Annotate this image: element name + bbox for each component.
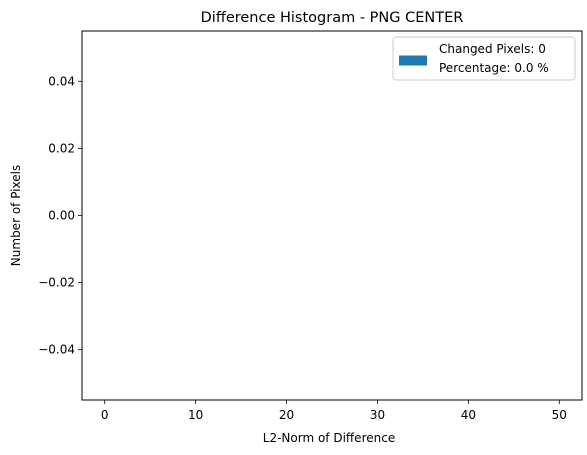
y-axis-label: Number of Pixels [9, 165, 23, 266]
y-axis-ticks: −0.04 −0.02 0.00 0.02 0.04 [38, 74, 82, 357]
legend-frame [392, 36, 576, 81]
legend-label-line-2: Percentage: 0.0 % [439, 61, 549, 75]
x-tick-label: 40 [461, 408, 476, 422]
legend: Changed Pixels: 0 Percentage: 0.0 % [392, 36, 576, 81]
y-tick-label: 0.04 [48, 74, 75, 88]
legend-label-line-1: Changed Pixels: 0 [439, 42, 546, 56]
plot-area [81, 30, 583, 401]
y-tick-label: 0.02 [48, 141, 75, 155]
x-tick-label: 30 [370, 408, 385, 422]
x-axis-label: L2-Norm of Difference [263, 431, 395, 445]
y-tick-label: 0.00 [48, 209, 75, 223]
x-axis-ticks: 0 10 20 30 40 50 [101, 400, 567, 422]
x-tick-label: 0 [101, 408, 109, 422]
y-tick-label: −0.04 [38, 343, 75, 357]
plot-frame [81, 30, 583, 401]
x-tick-label: 50 [552, 408, 567, 422]
legend-swatch [399, 55, 427, 66]
chart-title: Difference Histogram - PNG CENTER [201, 10, 464, 26]
x-tick-label: 10 [188, 408, 203, 422]
x-tick-label: 20 [279, 408, 294, 422]
y-tick-label: −0.02 [38, 276, 75, 290]
